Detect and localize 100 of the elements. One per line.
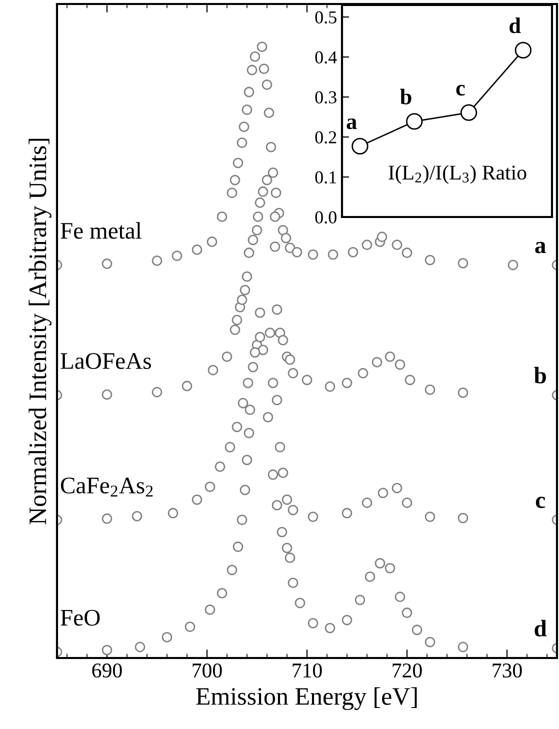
point [102, 389, 112, 400]
point [204, 482, 216, 492]
point [258, 64, 270, 74]
point [102, 644, 112, 656]
point [394, 592, 406, 602]
point [402, 498, 412, 508]
point [508, 260, 518, 270]
point [392, 482, 402, 494]
y-tick-label: 0.1 [315, 171, 336, 184]
point [230, 174, 240, 186]
point [244, 86, 254, 98]
point [192, 494, 202, 505]
point [272, 500, 282, 510]
point [236, 514, 248, 526]
point [244, 248, 254, 258]
point [230, 324, 240, 335]
point [348, 246, 358, 258]
point [152, 256, 162, 266]
point [282, 542, 292, 554]
point [238, 122, 250, 132]
point [216, 211, 228, 222]
point [204, 604, 216, 615]
point [354, 594, 366, 606]
series-label: Fe metal [60, 222, 142, 239]
series-label: FeO [60, 610, 100, 626]
point [272, 394, 282, 406]
point [404, 374, 416, 386]
point [378, 488, 388, 498]
y-axis-title: Normalized Intensity [Arbitrary Units] [28, 138, 52, 524]
point [252, 224, 262, 236]
point [254, 307, 266, 318]
point [268, 378, 278, 388]
series-label: LaOFeAs [60, 353, 151, 369]
point [242, 454, 252, 466]
point [252, 211, 264, 222]
point [278, 224, 288, 236]
point [458, 642, 468, 652]
point [392, 240, 402, 250]
point [288, 504, 298, 516]
annotation: b [400, 88, 412, 104]
point [328, 249, 338, 260]
point [412, 624, 422, 636]
point [424, 636, 436, 648]
point [102, 513, 112, 524]
y-tick-label: 0.2 [315, 131, 336, 144]
point [458, 512, 468, 524]
point [282, 494, 292, 505]
point [262, 412, 274, 422]
point [254, 197, 266, 208]
point [358, 368, 368, 378]
annotation: I(L$_{2}$)/I(L$_{3}$) Ratio [388, 165, 526, 184]
point [224, 442, 236, 452]
point [232, 422, 242, 432]
x-tick-label: 700 [192, 663, 222, 678]
point [402, 248, 412, 258]
annotation: b [534, 366, 546, 384]
point [402, 608, 412, 618]
point [208, 364, 218, 376]
point [238, 398, 248, 408]
point [132, 510, 142, 522]
point [302, 374, 312, 386]
point [250, 347, 260, 358]
point [276, 526, 288, 538]
x-tick-label: 720 [392, 663, 422, 678]
point [248, 362, 258, 372]
point [362, 240, 372, 250]
point [242, 271, 252, 282]
point [102, 258, 112, 269]
point [342, 508, 352, 518]
point [362, 498, 372, 508]
point [258, 344, 268, 356]
point [206, 236, 218, 247]
point [284, 552, 296, 563]
point [256, 42, 268, 52]
point [236, 138, 248, 148]
point [278, 468, 288, 478]
point [342, 614, 352, 626]
point [262, 79, 272, 90]
point [242, 378, 254, 388]
point [182, 380, 192, 392]
point [258, 186, 268, 197]
point [262, 174, 272, 186]
point [250, 51, 260, 62]
point [288, 368, 298, 378]
x-axis-title: Emission Energy [eV] [196, 687, 417, 710]
point [424, 254, 436, 266]
point [214, 461, 226, 472]
point [424, 512, 436, 522]
point [514, 42, 532, 59]
point [240, 484, 250, 496]
point [458, 258, 468, 268]
annotation: c [536, 496, 545, 508]
point [384, 351, 396, 362]
point [184, 622, 196, 632]
point [458, 388, 468, 398]
point [270, 211, 280, 222]
y-tick-label: 0.4 [315, 51, 337, 64]
point [274, 442, 286, 452]
point [244, 428, 254, 438]
y-tick-label: 0.5 [315, 11, 336, 24]
